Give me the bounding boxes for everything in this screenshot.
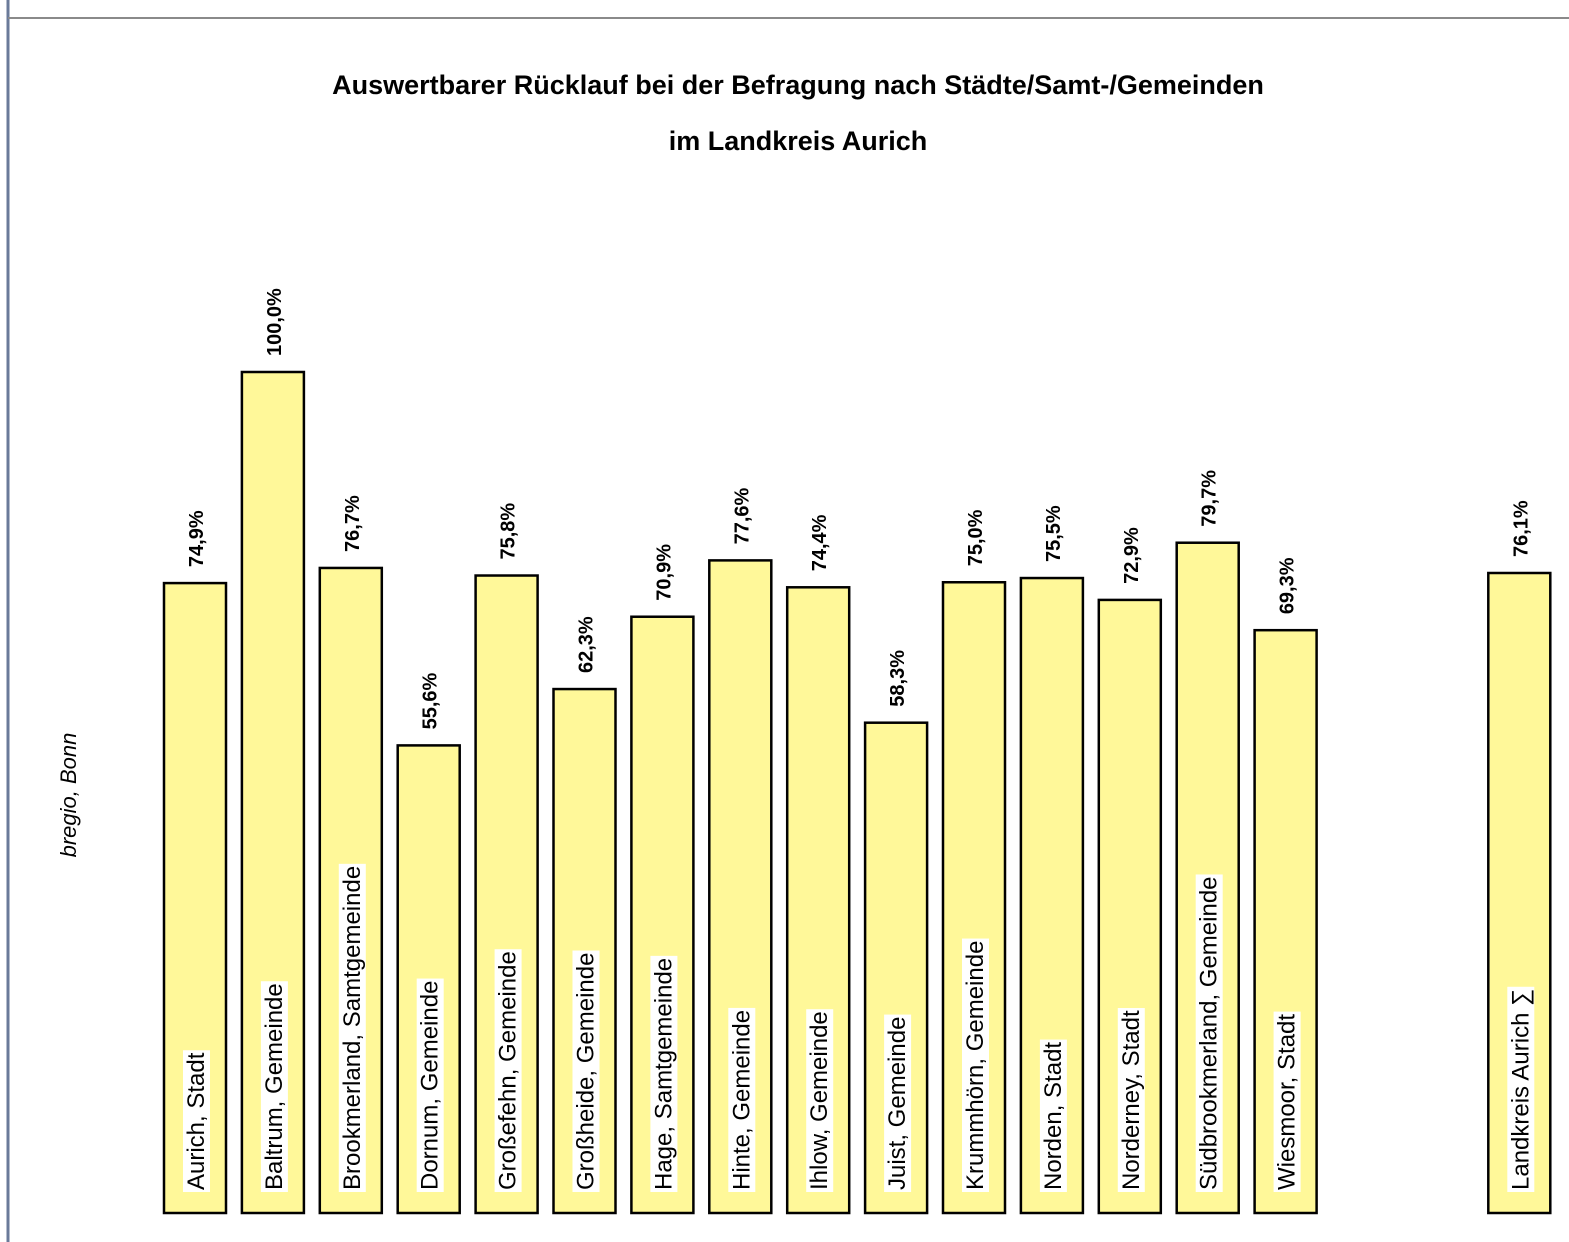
value-label: 77,6% bbox=[731, 487, 753, 544]
category-label: Krummhörn, Gemeinde bbox=[962, 941, 989, 1190]
value-label: 75,8% bbox=[498, 503, 520, 560]
category-label-bg bbox=[1195, 874, 1223, 1192]
bar bbox=[474, 574, 539, 1215]
value-label: 72,9% bbox=[1121, 527, 1143, 584]
category-label: Wiesmoor, Stadt bbox=[1274, 1014, 1301, 1190]
value-label: 76,1% bbox=[1510, 500, 1532, 557]
value-label: 74,9% bbox=[186, 510, 208, 567]
category-label: Südbrookmerland, Gemeinde bbox=[1196, 876, 1223, 1190]
value-label: 58,3% bbox=[887, 650, 909, 707]
category-label: Hage, Samtgemeinde bbox=[650, 958, 677, 1190]
category-label: Großheide, Gemeinde bbox=[573, 953, 600, 1190]
chart-subtitle: im Landkreis Aurich bbox=[669, 126, 928, 156]
category-label: Norden, Stadt bbox=[1040, 1042, 1067, 1190]
category-label: Dornum, Gemeinde bbox=[417, 981, 444, 1190]
category-label: Aurich, Stadt bbox=[183, 1052, 210, 1190]
category-label-bg bbox=[416, 978, 444, 1192]
category-label: Norderney, Stadt bbox=[1118, 1010, 1145, 1190]
category-label-bg bbox=[494, 949, 522, 1192]
value-label: 70,9% bbox=[653, 544, 675, 601]
category-label-bg bbox=[183, 1050, 210, 1192]
value-label: 62,3% bbox=[576, 616, 598, 673]
bar bbox=[863, 721, 929, 1215]
category-label: Großefehn, Gemeinde bbox=[495, 951, 522, 1190]
value-label: 100,0% bbox=[264, 288, 286, 356]
category-label-bg bbox=[572, 950, 600, 1192]
value-label: 76,7% bbox=[342, 495, 364, 552]
category-label-bg bbox=[338, 863, 366, 1192]
category-label-bg bbox=[1507, 986, 1535, 1192]
category-label-bg bbox=[962, 938, 989, 1192]
category-label: Baltrum, Gemeinde bbox=[261, 983, 288, 1190]
chart-title: Auswertbarer Rücklauf bei der Befragung … bbox=[332, 70, 1264, 100]
category-label: Landkreis Aurich ∑ bbox=[1507, 989, 1534, 1190]
category-label-bg bbox=[650, 955, 678, 1192]
category-label: Ihlow, Gemeinde bbox=[806, 1011, 833, 1190]
category-label-bg bbox=[806, 1009, 834, 1192]
category-label-bg bbox=[728, 1007, 756, 1192]
value-label: 55,6% bbox=[420, 672, 442, 729]
category-label-bg bbox=[1117, 1008, 1145, 1192]
category-label-bg bbox=[1039, 1039, 1067, 1192]
category-label-bg bbox=[1273, 1011, 1301, 1192]
category-label: Hinte, Gemeinde bbox=[728, 1010, 755, 1190]
category-label: Juist, Gemeinde bbox=[884, 1017, 911, 1190]
value-label: 74,4% bbox=[809, 514, 831, 571]
source: bregio, Bonn bbox=[56, 733, 81, 858]
value-label: 75,5% bbox=[1043, 505, 1065, 562]
category-label-bg bbox=[260, 981, 288, 1192]
value-label: 69,3% bbox=[1277, 557, 1299, 614]
value-label: 79,7% bbox=[1199, 470, 1221, 527]
category-label: Brookmerland, Samtgemeinde bbox=[339, 866, 366, 1190]
value-label: 75,0% bbox=[965, 509, 987, 566]
category-label-bg bbox=[884, 1014, 912, 1192]
